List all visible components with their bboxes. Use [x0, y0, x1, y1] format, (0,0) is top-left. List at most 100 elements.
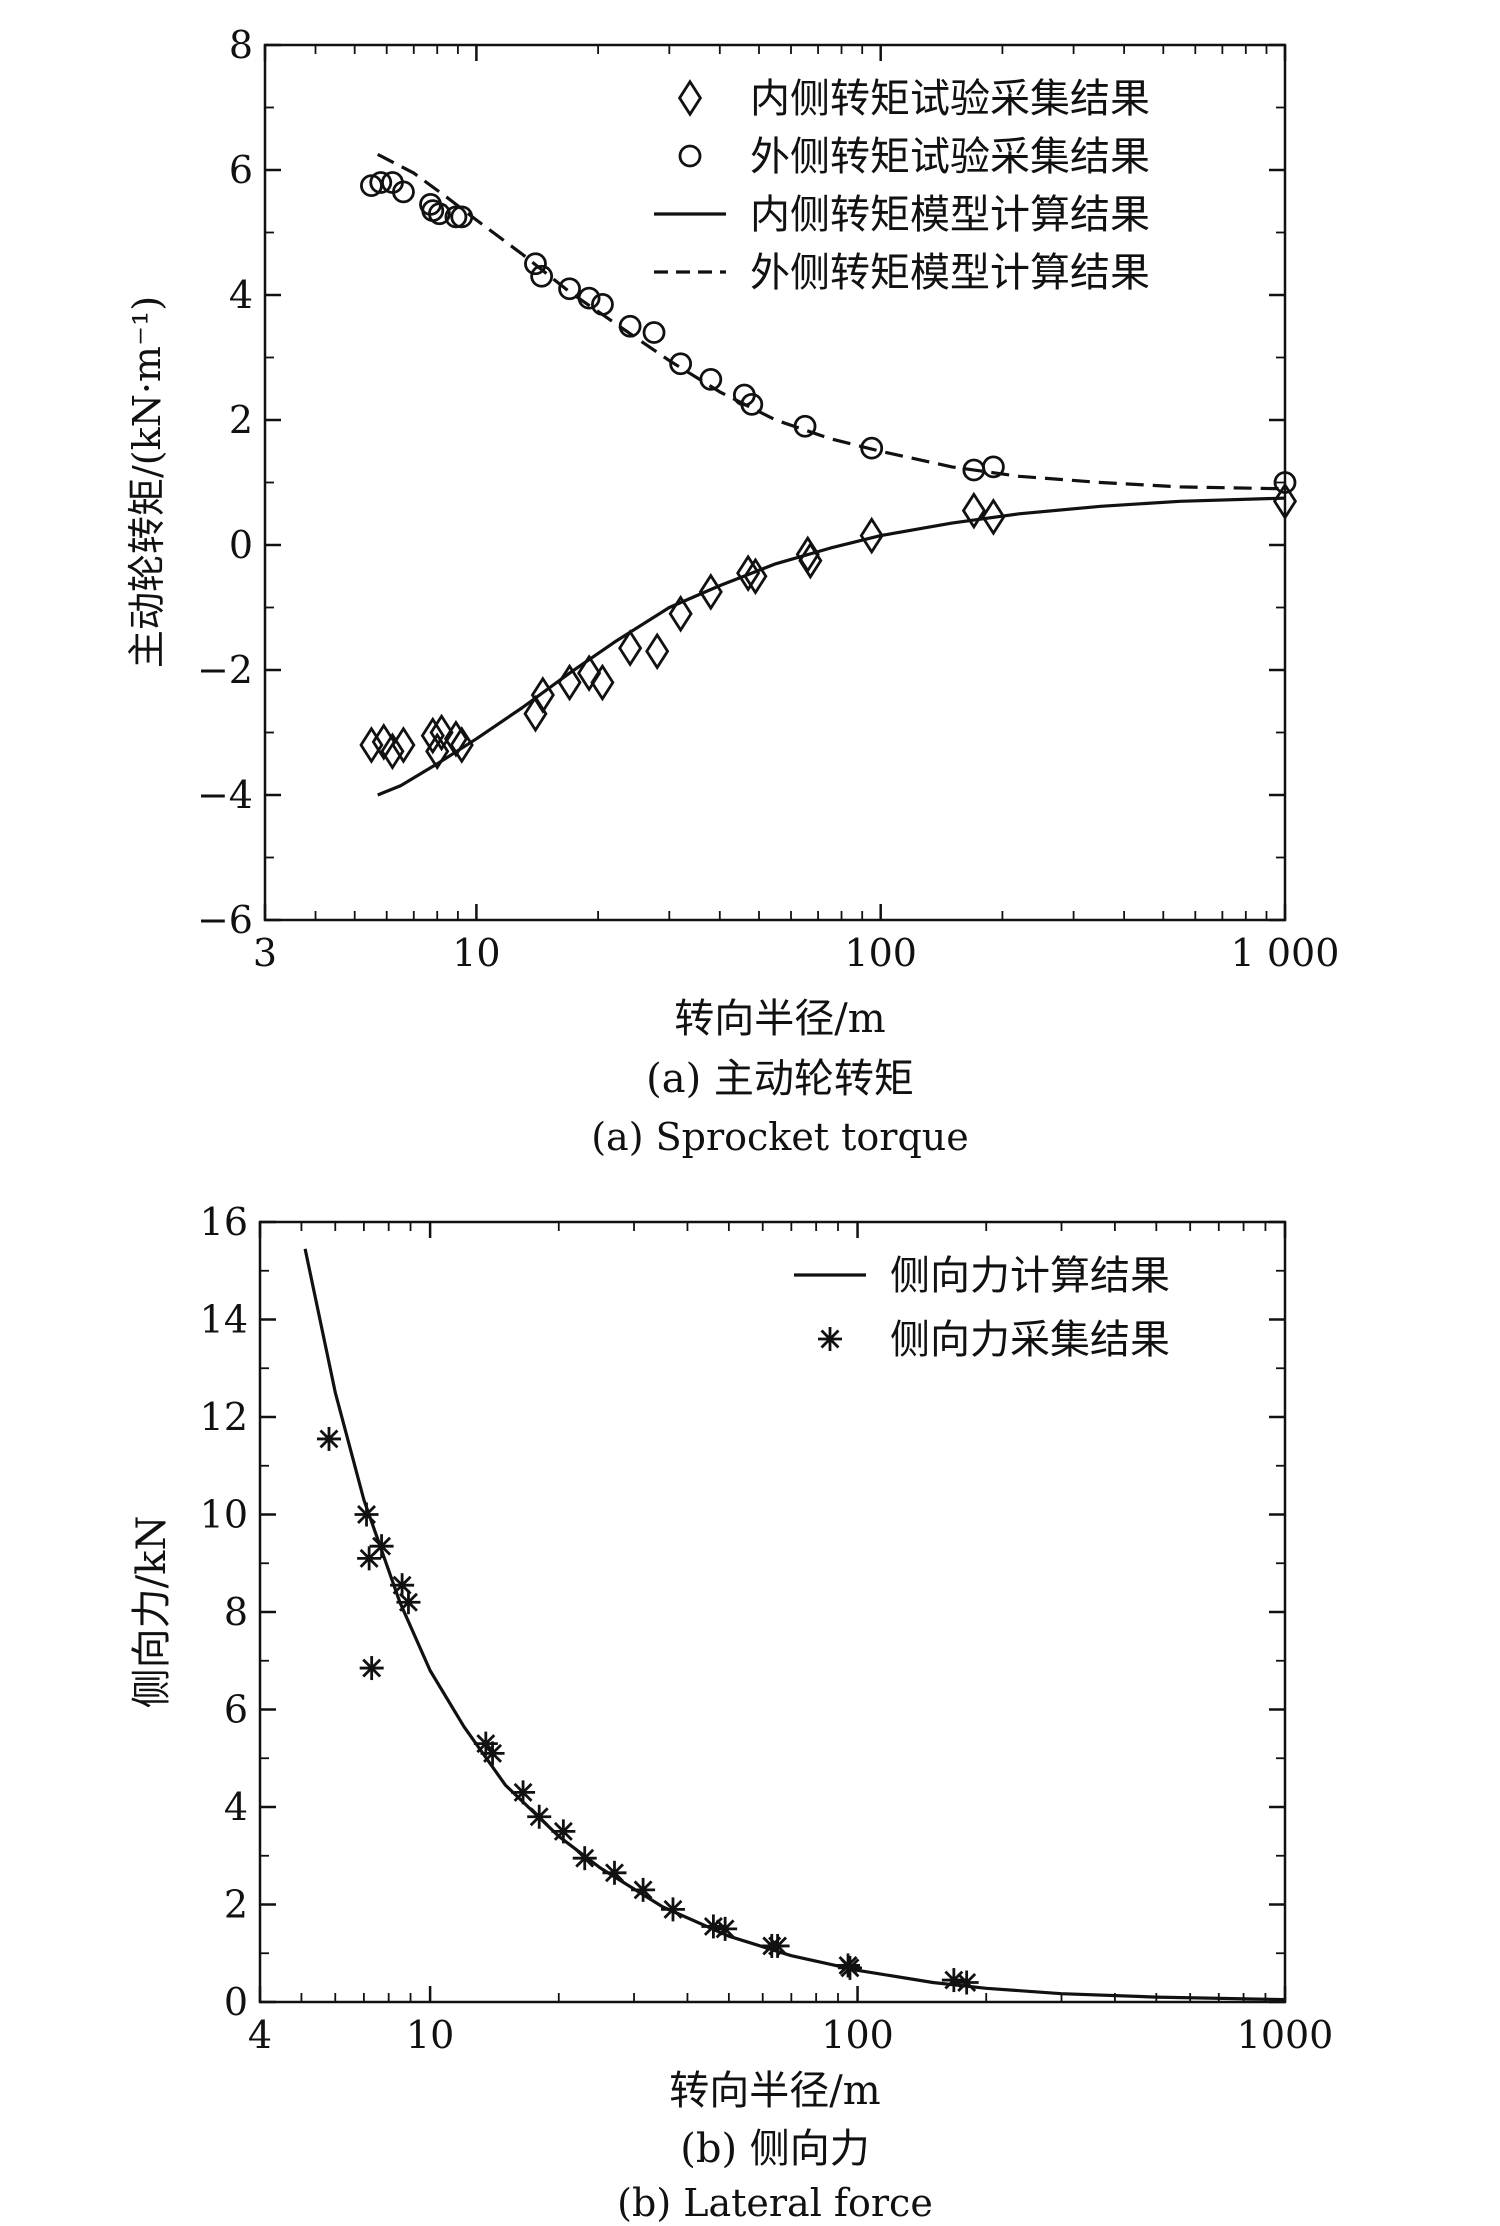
- legend-symbol-circle: [678, 144, 702, 168]
- y-tick-label: 0: [224, 1980, 248, 2024]
- data-point-diamond: [668, 594, 693, 633]
- data-point-diamond: [443, 719, 469, 758]
- panel-a-x-axis-label: 转向半径/m: [674, 996, 885, 1042]
- data-point-diamond: [859, 516, 884, 555]
- panel-b-series: [303, 1248, 1286, 2002]
- data-point-diamond: [981, 498, 1006, 536]
- data-point-diamond: [736, 554, 761, 592]
- data-point-asterisk: [316, 1426, 341, 1451]
- data-point-circle: [444, 205, 468, 229]
- legend-label: 外侧转矩试验采集结果: [750, 134, 1150, 180]
- x-tick-label: 4: [248, 2013, 272, 2057]
- data-point-circle: [1273, 471, 1297, 494]
- data-point-diamond: [530, 676, 555, 714]
- y-tick-label: −2: [197, 648, 253, 692]
- data-point-asterisk: [631, 1877, 656, 1902]
- x-tick-label: 100: [844, 931, 917, 975]
- y-tick-label: 10: [200, 1493, 248, 1537]
- panel-a-caption-cn: (a) 主动轮转矩: [646, 1056, 914, 1102]
- panel-b-x-axis-label: 转向半径/m: [669, 2068, 880, 2114]
- data-point-circle: [369, 171, 393, 194]
- x-tick-label: 100: [821, 2013, 894, 2057]
- panel-b-ticks: 4 10 100 1000 0 2 4 6 8 10 12 14 16: [200, 1200, 1334, 2057]
- x-tick-label: 1 000: [1231, 931, 1340, 975]
- data-point-asterisk: [572, 1846, 597, 1871]
- data-point-circle: [669, 352, 693, 376]
- data-point-circle: [392, 180, 415, 204]
- data-point-diamond: [359, 726, 384, 764]
- data-point-diamond: [798, 541, 823, 580]
- data-point-circle: [360, 174, 383, 198]
- data-point-diamond: [380, 732, 405, 771]
- y-tick-label: 2: [229, 398, 253, 442]
- panel-a-sprocket-torque: 3 10 100 1 000 −6 −4 −2 0 2 4 6 8 内侧转矩试验采集结果外侧转矩试验采…: [125, 23, 1339, 1159]
- y-tick-label: 12: [200, 1395, 248, 1439]
- data-point-asterisk: [660, 1897, 685, 1922]
- data-point-diamond: [743, 557, 768, 596]
- data-point-asterisk: [527, 1804, 552, 1829]
- legend-label: 外侧转矩模型计算结果: [750, 250, 1150, 296]
- panel-a-y-axis-label: 主动轮转矩/(kN·m⁻¹): [125, 296, 169, 668]
- y-tick-label: 14: [200, 1298, 248, 1342]
- panel-b-caption-cn: (b) 侧向力: [680, 2126, 870, 2172]
- data-point-asterisk: [551, 1819, 576, 1844]
- x-tick-label: 3: [253, 931, 277, 975]
- panel-a-ticks: 3 10 100 1 000 −6 −4 −2 0 2 4 6 8: [197, 23, 1339, 975]
- legend-label: 内侧转矩试验采集结果: [750, 76, 1150, 122]
- data-point-asterisk: [359, 1656, 384, 1681]
- x-tick-label: 10: [452, 931, 500, 975]
- data-point-diamond: [449, 726, 474, 764]
- data-point-asterisk: [713, 1916, 738, 1941]
- data-point-diamond: [577, 654, 602, 692]
- y-tick-label: 16: [200, 1200, 248, 1244]
- y-tick-label: −4: [197, 773, 253, 817]
- data-point-circle: [530, 264, 554, 288]
- data-point-diamond: [420, 716, 445, 755]
- data-point-asterisk: [354, 1502, 379, 1527]
- data-point-diamond: [557, 663, 582, 702]
- panel-a-caption-en: (a) Sprocket torque: [591, 1115, 969, 1159]
- legend-symbol-asterisk: [818, 1327, 842, 1351]
- y-tick-label: 8: [224, 1590, 248, 1634]
- data-point-asterisk: [369, 1534, 394, 1559]
- data-point-asterisk: [954, 1970, 979, 1995]
- data-point-asterisk: [390, 1573, 415, 1598]
- data-point-circle: [524, 252, 547, 276]
- panel-b-y-axis-label: 侧向力/kN: [129, 1516, 175, 1709]
- data-point-diamond: [429, 713, 454, 752]
- data-point-asterisk: [837, 1955, 862, 1980]
- data-point-diamond: [961, 491, 986, 530]
- data-point-circle: [642, 321, 666, 344]
- data-point-asterisk: [511, 1780, 536, 1805]
- data-point-circle: [558, 277, 581, 301]
- y-tick-label: 4: [224, 1785, 248, 1829]
- panel-b-caption-en: (b) Lateral force: [617, 2181, 933, 2225]
- y-tick-label: 6: [224, 1688, 248, 1732]
- data-point-circle: [982, 455, 1005, 479]
- series-line-solid: [377, 496, 1286, 797]
- legend-label: 内侧转矩模型计算结果: [750, 192, 1150, 238]
- legend-label: 侧向力采集结果: [890, 1317, 1170, 1363]
- data-point-diamond: [590, 663, 615, 702]
- y-tick-label: 6: [229, 148, 253, 192]
- legend-symbol-diamond: [677, 79, 703, 117]
- data-point-diamond: [391, 726, 416, 764]
- data-point-diamond: [645, 632, 670, 671]
- y-tick-label: 2: [224, 1883, 248, 1927]
- legend-label: 侧向力计算结果: [890, 1253, 1170, 1299]
- data-point-asterisk: [396, 1590, 421, 1615]
- data-point-circle: [428, 202, 451, 226]
- data-point-asterisk: [480, 1741, 505, 1766]
- data-point-diamond: [618, 629, 643, 667]
- y-tick-label: 0: [229, 523, 253, 567]
- series-line-dashed: [376, 152, 1286, 491]
- y-tick-label: −6: [197, 898, 253, 942]
- y-tick-label: 8: [229, 23, 253, 67]
- x-tick-label: 1000: [1237, 2013, 1334, 2057]
- x-tick-label: 10: [406, 2013, 454, 2057]
- data-point-diamond: [1272, 482, 1298, 521]
